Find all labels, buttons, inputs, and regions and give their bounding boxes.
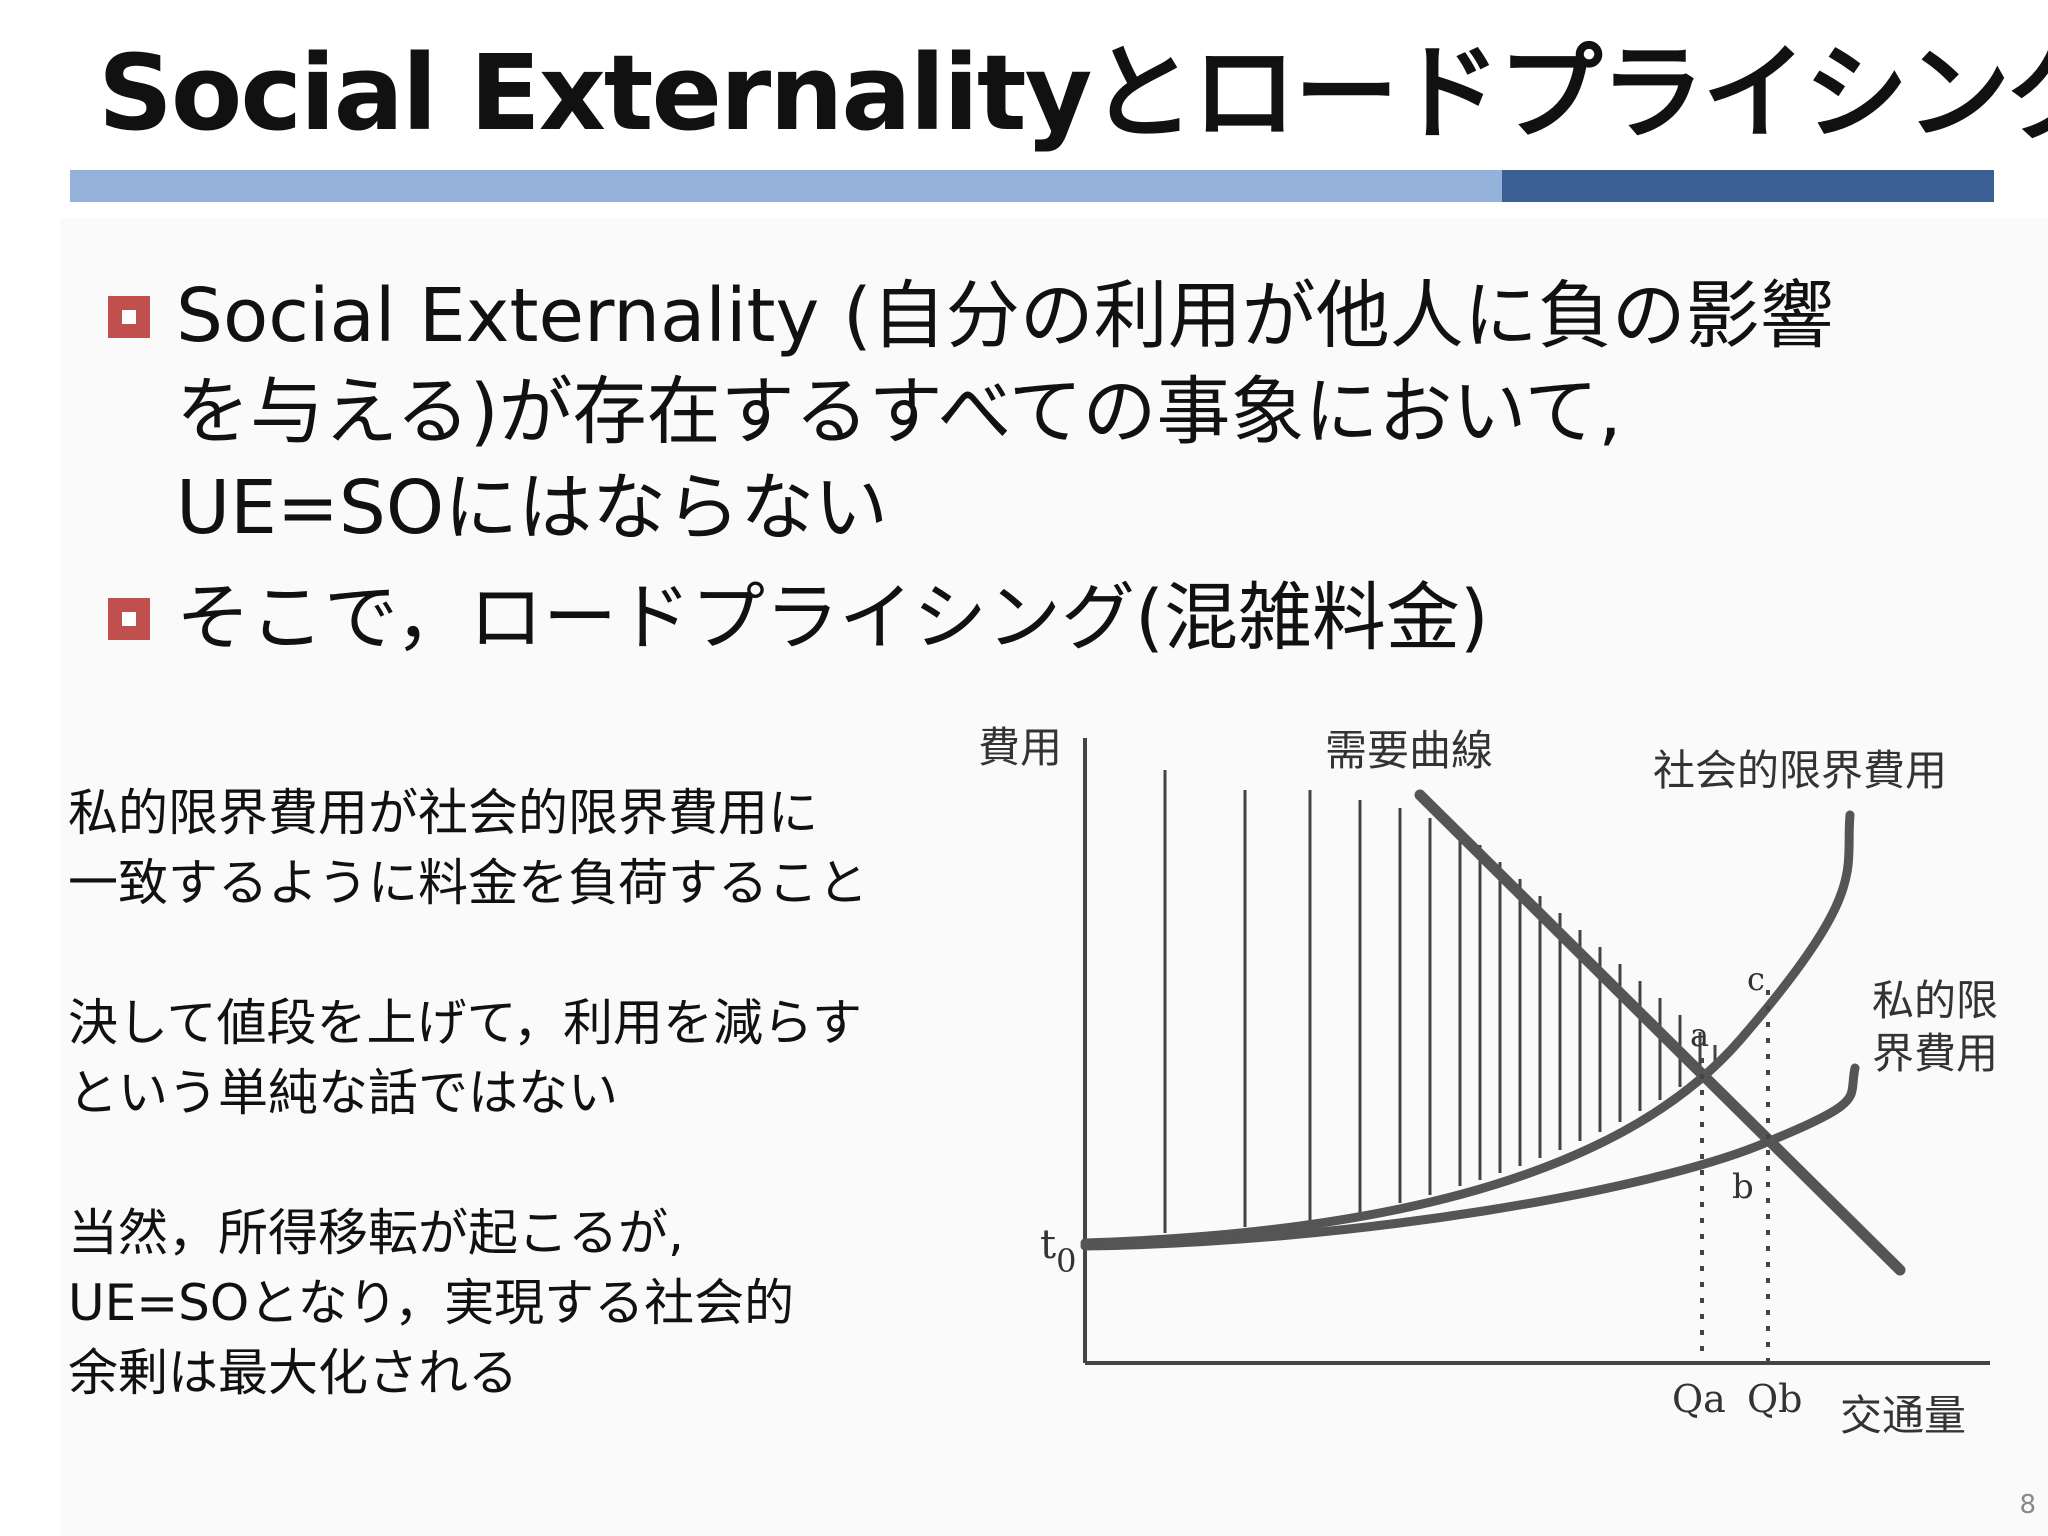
private-marginal-cost-label: 私的限 xyxy=(1872,976,1998,1025)
point-c-label: c xyxy=(1747,960,1765,998)
point-b-label: b xyxy=(1732,1167,1754,1207)
bullet-item: そこで，ロードプライシング(混雑料金) xyxy=(108,570,1988,666)
demand-curve xyxy=(1414,789,1906,1276)
road-pricing-diagram: 費用 交通量 需要曲線 社会的限界費用 私的限 界費用 t0 a b c Qa … xyxy=(978,723,1998,1440)
hatch-lines xyxy=(1163,770,1717,1233)
note-paragraph: 私的限界費用が社会的限界費用に 一致するように料金を負荷すること xyxy=(68,784,868,912)
x-axis-label: 交通量 xyxy=(1840,1391,1966,1440)
demand-curve-label: 需要曲線 xyxy=(1325,726,1493,775)
bullet-item: Social Externality (自分の利用が他人に負の影響 を与える)が… xyxy=(108,268,1988,556)
qb-label: Qb xyxy=(1747,1377,1802,1421)
note-paragraph: 当然，所得移転が起こるが, UE=SOとなり，実現する社会的 余剰は最大化される xyxy=(68,1204,795,1402)
content-area xyxy=(60,218,2048,1536)
square-bullet-icon xyxy=(108,598,150,640)
social-marginal-cost-label: 社会的限界費用 xyxy=(1653,746,1947,795)
note-paragraph: 決して値段を上げて，利用を減らす という単純な話ではない xyxy=(68,994,862,1122)
page-number: 8 xyxy=(2019,1490,2036,1520)
y-axis-label: 費用 xyxy=(978,723,1062,772)
slide-title: Social Externalityとロードプライシング xyxy=(98,32,2048,154)
title-underline xyxy=(70,170,1994,202)
private-marginal-cost-curve xyxy=(1080,1063,1860,1251)
qa-label: Qa xyxy=(1672,1377,1726,1421)
private-marginal-cost-label: 界費用 xyxy=(1872,1029,1998,1078)
bullet-text: そこで，ロードプライシング(混雑料金) xyxy=(176,575,1489,661)
t0-subscript: 0 xyxy=(1056,1242,1076,1280)
side-notes: 私的限界費用が社会的限界費用に 一致するように料金を負荷すること 決して値段を上… xyxy=(68,778,988,1478)
t0-label: t0 xyxy=(1040,1222,1076,1280)
square-bullet-icon xyxy=(108,296,150,338)
point-a-label: a xyxy=(1690,1016,1709,1054)
title-underline-light xyxy=(70,170,1502,202)
title-underline-dark xyxy=(1502,170,1994,202)
bullet-text: Social Externality (自分の利用が他人に負の影響 を与える)が… xyxy=(176,273,1834,551)
t0-main: t xyxy=(1040,1222,1056,1268)
social-marginal-cost-curve xyxy=(1080,810,1855,1248)
